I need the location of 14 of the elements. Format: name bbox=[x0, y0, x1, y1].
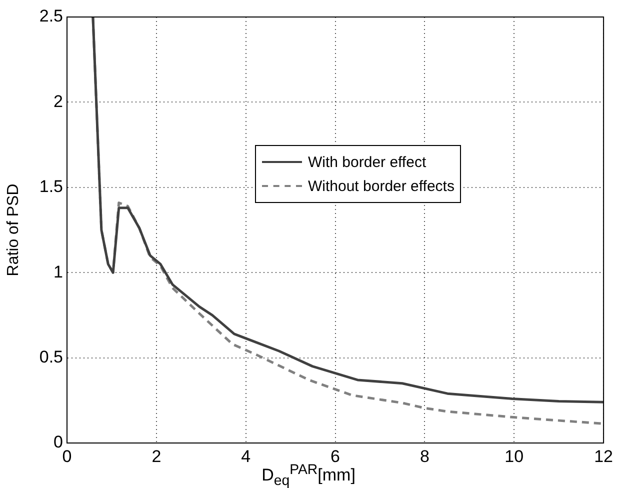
y-tick-label: 0 bbox=[54, 432, 63, 452]
x-tick-label: 12 bbox=[594, 446, 614, 466]
x-tick-label: 8 bbox=[420, 446, 430, 466]
legend-label: With border effect bbox=[308, 154, 426, 170]
y-tick-label: 1 bbox=[54, 262, 63, 282]
legend-label: Without border effects bbox=[308, 178, 454, 194]
x-tick-label: 10 bbox=[504, 446, 524, 466]
y-tick-label: 0.5 bbox=[39, 347, 63, 366]
x-tick-label: 2 bbox=[152, 446, 162, 466]
y-tick-label: 1.5 bbox=[39, 177, 63, 196]
y-tick-label: 2.5 bbox=[39, 6, 63, 26]
y-tick-label: 2 bbox=[54, 92, 63, 111]
x-tick-label: 4 bbox=[241, 446, 251, 466]
y-axis-title: Ratio of PSD bbox=[5, 184, 22, 276]
